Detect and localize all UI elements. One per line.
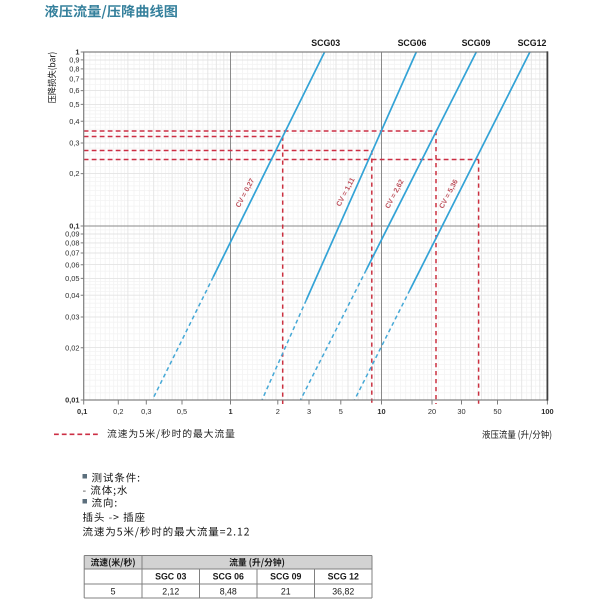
svg-text:SGC 03: SGC 03: [155, 572, 186, 582]
svg-text:SCG 12: SCG 12: [328, 572, 359, 582]
svg-text:5: 5: [339, 407, 343, 416]
svg-text:0,4: 0,4: [69, 117, 79, 126]
svg-text:SCG 09: SCG 09: [270, 572, 301, 582]
svg-text:3: 3: [307, 407, 311, 416]
svg-text:0,9: 0,9: [69, 56, 79, 65]
svg-text:8,48: 8,48: [220, 586, 237, 596]
svg-text:SCG12: SCG12: [518, 38, 547, 48]
svg-text:0,06: 0,06: [65, 260, 79, 269]
svg-text:SCG 06: SCG 06: [213, 572, 244, 582]
svg-text:0,02: 0,02: [65, 343, 79, 352]
svg-text:5: 5: [111, 586, 116, 596]
svg-text:20: 20: [428, 407, 436, 416]
svg-text:10: 10: [377, 407, 385, 416]
svg-text:0,6: 0,6: [69, 86, 79, 95]
svg-text:50: 50: [493, 407, 501, 416]
svg-text:1: 1: [75, 48, 79, 57]
svg-text:0,2: 0,2: [113, 407, 123, 416]
svg-text:100: 100: [541, 407, 553, 416]
svg-text:2,12: 2,12: [162, 586, 179, 596]
svg-text:0,1: 0,1: [77, 407, 87, 416]
svg-text:2: 2: [276, 407, 280, 416]
svg-text:SCG03: SCG03: [311, 38, 340, 48]
svg-text:0,04: 0,04: [65, 291, 79, 300]
svg-text:0,07: 0,07: [65, 249, 79, 258]
svg-text:36,82: 36,82: [332, 586, 354, 596]
svg-text:SCG09: SCG09: [462, 38, 491, 48]
svg-text:0,05: 0,05: [65, 274, 79, 283]
svg-text:0,7: 0,7: [69, 75, 79, 84]
svg-text:0,03: 0,03: [65, 313, 79, 322]
svg-text:0,5: 0,5: [69, 100, 79, 109]
svg-text:0,08: 0,08: [65, 239, 79, 248]
svg-text:30: 30: [457, 407, 465, 416]
svg-text:0,2: 0,2: [69, 169, 79, 178]
svg-text:21: 21: [281, 586, 291, 596]
svg-text:0,01: 0,01: [65, 396, 79, 405]
svg-text:1: 1: [228, 407, 232, 416]
svg-text:0,3: 0,3: [141, 407, 151, 416]
svg-text:0,3: 0,3: [69, 139, 79, 148]
svg-text:SCG06: SCG06: [398, 38, 427, 48]
svg-text:0,09: 0,09: [65, 230, 79, 239]
svg-text:0,1: 0,1: [69, 222, 79, 231]
svg-text:0,8: 0,8: [69, 65, 79, 74]
svg-text:0,5: 0,5: [177, 407, 187, 416]
